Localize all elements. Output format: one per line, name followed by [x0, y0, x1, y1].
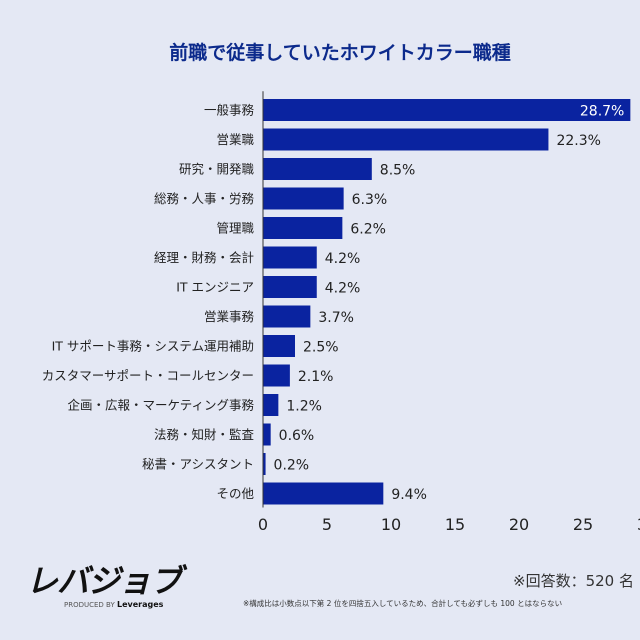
category-label: その他	[216, 486, 254, 501]
data-label: 6.2%	[350, 222, 386, 238]
bar	[263, 276, 317, 298]
respondent-count: ※回答数：520 名	[513, 572, 634, 590]
footnote: ※構成比は小数点以下第 2 位を四捨五入しているため、合計しても必ずしも 100…	[243, 599, 563, 608]
data-label: 28.7%	[580, 104, 624, 120]
category-label: 営業職	[216, 132, 254, 147]
data-label: 0.2%	[274, 458, 310, 474]
data-label: 4.2%	[325, 251, 361, 267]
bar	[263, 482, 384, 505]
data-label: 22.3%	[556, 133, 600, 149]
data-label: 8.5%	[380, 163, 416, 179]
data-label: 4.2%	[325, 281, 361, 297]
produced-by: PRODUCED BY Leverages	[64, 600, 164, 609]
chart-title: 前職で従事していたホワイトカラー職種	[169, 42, 511, 64]
category-label: IT エンジニア	[176, 280, 254, 295]
category-label: 一般事務	[204, 103, 255, 118]
category-label: 秘書・アシスタント	[142, 457, 254, 472]
bar-chart: 一般事務 28.7% 営業職 22.3% 研究・開発職 8.5% 総務・人事・労務 6.3% 管…	[42, 91, 640, 534]
bar	[263, 158, 372, 180]
bar	[263, 364, 290, 387]
bar	[263, 217, 343, 239]
data-label: 9.4%	[391, 487, 427, 503]
logo-text: レバジョブ	[26, 562, 182, 600]
data-label: 2.5%	[303, 340, 339, 356]
category-label: 管理職	[216, 221, 254, 236]
bar	[263, 335, 295, 357]
x-tick-label: 10	[381, 515, 401, 534]
category-label: 研究・開発職	[179, 162, 255, 177]
category-label: 法務・知財・監査	[154, 427, 255, 442]
x-tick-label: 20	[509, 515, 529, 534]
x-tick-label: 25	[573, 515, 593, 534]
category-label: 企画・広報・マーケティング事務	[67, 398, 254, 413]
x-tick-label: 0	[258, 515, 268, 534]
bar	[263, 453, 266, 475]
data-label: 1.2%	[286, 399, 322, 415]
bar	[263, 187, 344, 210]
data-label: 2.1%	[298, 369, 334, 385]
bar	[263, 394, 279, 416]
levajob-logo: レバジョブ PRODUCED BY Leverages	[26, 556, 182, 609]
data-label: 0.6%	[279, 428, 315, 444]
category-label: 経理・財務・会計	[154, 250, 254, 265]
bar	[263, 423, 271, 446]
bar	[263, 99, 631, 121]
data-label: 3.7%	[318, 310, 354, 326]
bar	[263, 128, 549, 151]
category-label: 総務・人事・労務	[154, 191, 255, 206]
category-label: カスタマーサポート・コールセンター	[42, 368, 254, 383]
x-tick-label: 30	[637, 515, 640, 534]
bar	[263, 246, 317, 269]
x-tick-label: 15	[445, 515, 465, 534]
data-label: 6.3%	[352, 192, 388, 208]
category-label: IT サポート事務・システム運用補助	[52, 339, 254, 354]
category-label: 営業事務	[204, 309, 255, 324]
bar	[263, 305, 311, 328]
x-tick-label: 5	[322, 515, 332, 534]
